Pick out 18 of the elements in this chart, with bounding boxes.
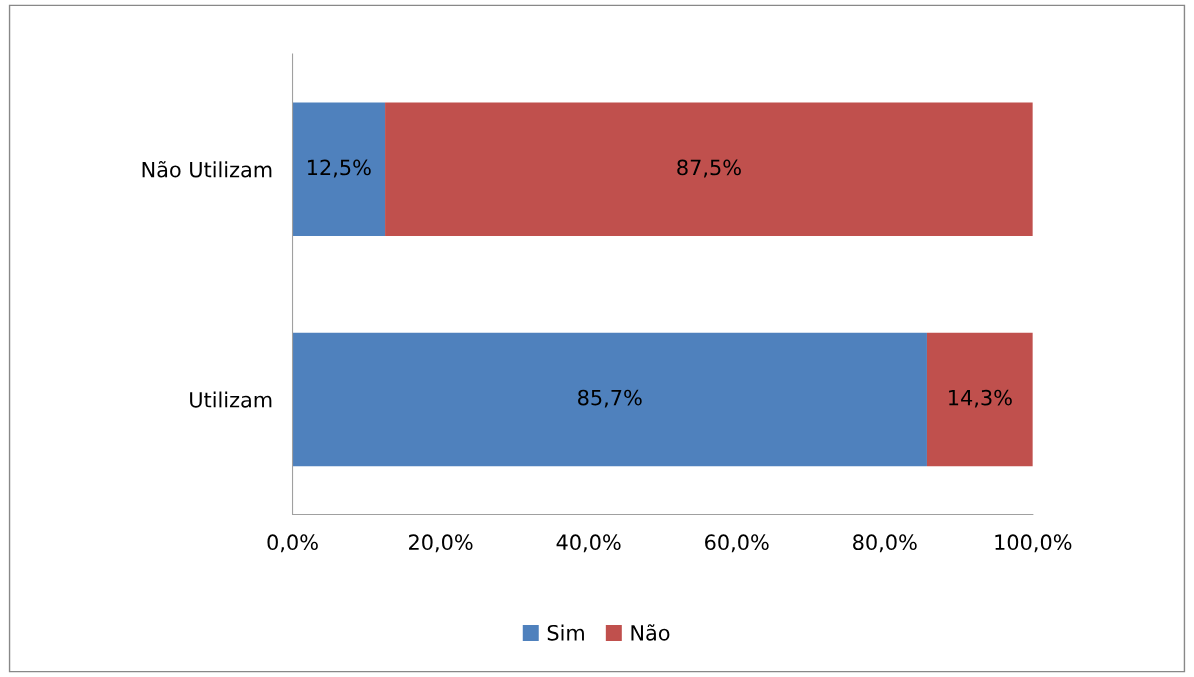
bar [292, 332, 927, 467]
y-tick-label: Não Utilizam [142, 160, 272, 178]
x-tick-label: 40,0% [556, 534, 621, 553]
legend-label: Não [631, 624, 670, 641]
data-label: 14,3% [949, 389, 1012, 408]
x-tick-label: 80,0% [853, 534, 917, 553]
y-tick-label: Utilizam [190, 391, 272, 408]
bar [292, 102, 386, 236]
legend-label: Sim [547, 624, 584, 641]
x-tick-label: 20,0% [409, 534, 473, 553]
x-tick-label: 100,0% [995, 534, 1072, 553]
data-label: 87,5% [677, 159, 741, 178]
bar [926, 332, 1033, 467]
bar [385, 102, 1033, 236]
x-tick-label: 0,0% [267, 534, 318, 553]
x-tick-label: 60,0% [705, 534, 769, 553]
data-label: 12,5% [308, 159, 371, 178]
data-label: 85,7% [578, 389, 642, 408]
